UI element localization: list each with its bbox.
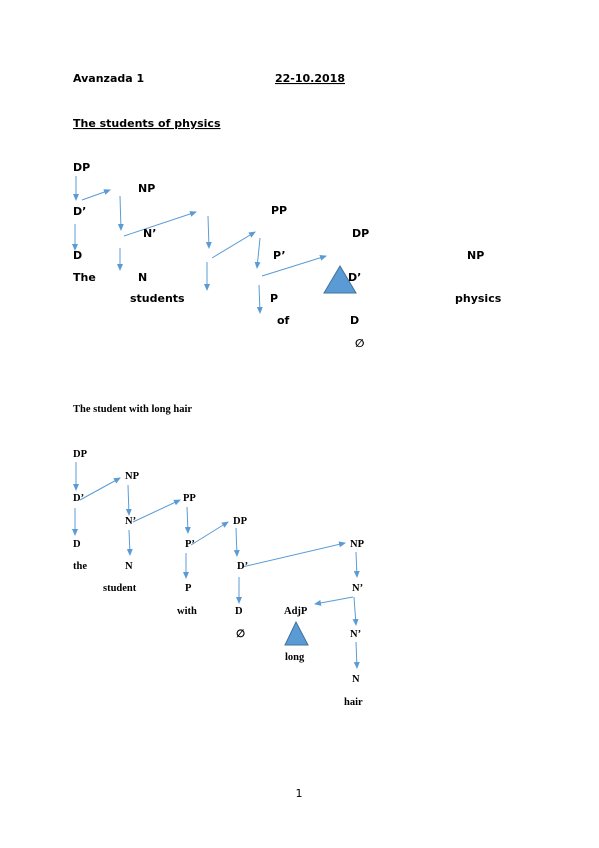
- node-label: D: [73, 539, 81, 550]
- node-label: N’: [125, 516, 136, 527]
- node-label: N: [125, 561, 133, 572]
- node-label: D’: [237, 561, 248, 572]
- node-label: DP: [73, 449, 88, 460]
- page-number: 1: [296, 787, 303, 800]
- node-label: P’: [185, 539, 195, 550]
- node-label: ∅: [355, 337, 364, 350]
- node-label: D: [73, 249, 82, 262]
- tree-title: The students of physics: [73, 117, 221, 130]
- node-label: NP: [350, 539, 365, 550]
- node-label: P: [270, 292, 278, 305]
- node-label: The: [73, 271, 96, 284]
- node-label: students: [130, 292, 185, 305]
- triangle: [284, 620, 309, 646]
- triangle: [323, 265, 357, 294]
- node-label: N: [138, 271, 147, 284]
- node-label: D: [235, 606, 243, 617]
- node-label: NP: [138, 182, 155, 195]
- node-label: DP: [233, 516, 248, 527]
- date: 22-10.2018: [275, 72, 345, 85]
- node-label: N’: [352, 583, 363, 594]
- tree-title: The student with long hair: [73, 404, 192, 415]
- node-label: PP: [183, 493, 196, 504]
- node-label: N: [352, 674, 360, 685]
- node-label: hair: [344, 697, 363, 708]
- node-label: NP: [125, 471, 140, 482]
- node-label: the: [73, 561, 87, 572]
- tree-arrows: [72, 176, 360, 669]
- node-label: D’: [73, 205, 86, 218]
- node-label: DP: [352, 227, 369, 240]
- node-label: NP: [467, 249, 484, 262]
- course: Avanzada 1: [73, 72, 144, 85]
- node-label: D’: [73, 493, 84, 504]
- node-label: AdjP: [284, 606, 308, 617]
- node-label: P: [185, 583, 192, 594]
- node-label: DP: [73, 161, 90, 174]
- node-label: D’: [348, 271, 361, 284]
- node-label: with: [177, 606, 197, 617]
- node-label: student: [103, 583, 137, 594]
- node-label: ∅: [236, 628, 245, 640]
- node-label: N’: [350, 629, 361, 640]
- node-label: N’: [143, 227, 156, 240]
- node-label: physics: [455, 292, 502, 305]
- node-label: PP: [271, 204, 287, 217]
- node-label: long: [285, 652, 305, 663]
- node-label: of: [277, 314, 290, 327]
- node-label: D: [350, 314, 359, 327]
- node-label: P’: [273, 249, 286, 262]
